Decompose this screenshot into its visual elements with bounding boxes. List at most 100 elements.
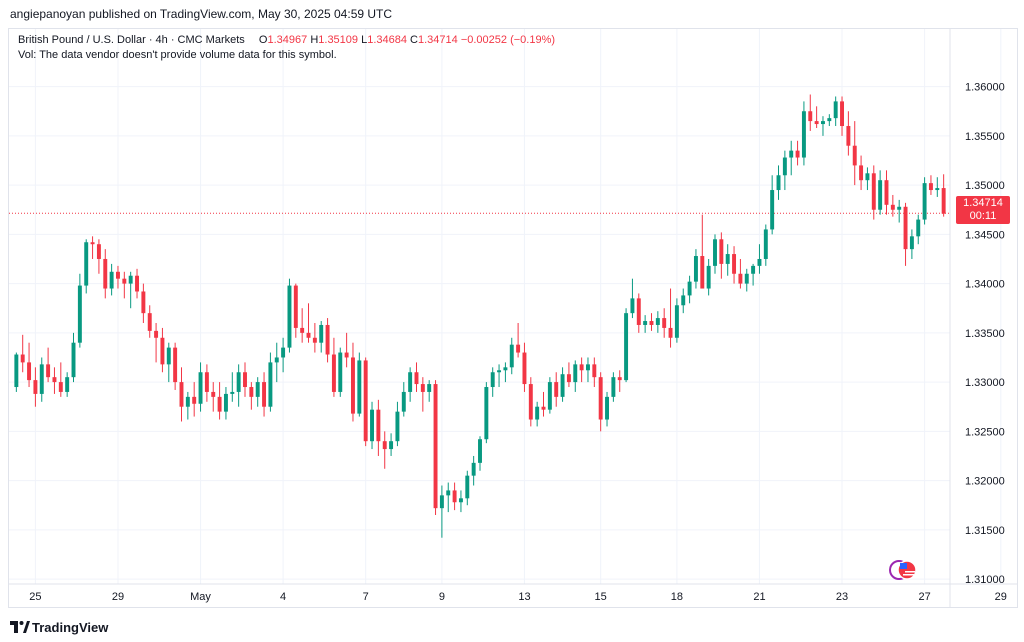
tradingview-logo-icon[interactable] bbox=[10, 619, 30, 635]
candle-body bbox=[471, 462, 476, 476]
candle bbox=[243, 362, 247, 397]
candle-body bbox=[166, 347, 171, 365]
candle bbox=[916, 214, 921, 245]
publisher-text: angiepanoyan published on TradingView.co… bbox=[10, 7, 393, 21]
candle bbox=[808, 94, 813, 131]
candle-body bbox=[262, 382, 267, 407]
candle-body bbox=[922, 183, 927, 220]
candle bbox=[14, 352, 19, 392]
price-tick-label: 1.31000 bbox=[965, 574, 1005, 586]
candle-body bbox=[649, 321, 654, 325]
candle bbox=[211, 382, 216, 412]
candle bbox=[821, 116, 825, 136]
candle-body bbox=[185, 396, 190, 407]
candle-body bbox=[522, 352, 527, 385]
candle bbox=[751, 263, 756, 286]
candle bbox=[941, 174, 946, 217]
candle-body bbox=[312, 337, 317, 343]
candle-body bbox=[116, 271, 120, 279]
candle-body bbox=[382, 441, 387, 450]
footer-brand[interactable]: TradingView bbox=[32, 620, 109, 635]
candle bbox=[586, 357, 590, 383]
candle-body bbox=[681, 295, 686, 306]
candle-body bbox=[821, 121, 825, 125]
candle bbox=[922, 177, 927, 225]
candle-body bbox=[732, 254, 737, 274]
candle bbox=[573, 360, 578, 392]
candle bbox=[478, 436, 482, 471]
candle-body bbox=[827, 118, 832, 122]
candle bbox=[903, 202, 908, 266]
candle-body bbox=[255, 382, 260, 397]
candle bbox=[630, 278, 635, 319]
candle-body bbox=[122, 278, 127, 284]
open-label: O bbox=[258, 34, 268, 46]
candle bbox=[890, 194, 895, 217]
candle bbox=[668, 288, 673, 348]
symbol-title[interactable]: British Pound / U.S. Dollar · 4h · CMC M… bbox=[18, 34, 245, 46]
candle bbox=[706, 258, 711, 296]
candle-body bbox=[14, 354, 19, 388]
candle bbox=[738, 258, 743, 289]
candle bbox=[204, 364, 209, 402]
candle-body bbox=[751, 265, 756, 274]
candle-body bbox=[897, 206, 902, 210]
candle bbox=[522, 342, 527, 392]
candle-body bbox=[154, 330, 159, 338]
candle-body bbox=[465, 475, 470, 499]
candle-body bbox=[909, 236, 914, 250]
candle-body bbox=[293, 285, 298, 328]
candle-body bbox=[528, 384, 533, 420]
price-axis[interactable]: 1.36000 1.35500 1.35000 1.34500 1.34000 1.335… bbox=[965, 82, 1005, 586]
time-tick-label: 18 bbox=[671, 591, 683, 603]
candle-body bbox=[338, 352, 343, 392]
candle-body bbox=[192, 396, 197, 404]
candle-body bbox=[541, 406, 546, 410]
event-icons[interactable] bbox=[889, 560, 917, 580]
candle-body bbox=[713, 239, 717, 266]
footer: TradingView bbox=[0, 612, 1024, 642]
candle bbox=[338, 347, 343, 397]
candle-body bbox=[370, 409, 374, 442]
candle bbox=[351, 342, 355, 422]
candles bbox=[14, 94, 946, 538]
time-axis[interactable]: 2529May47913151821232729Jun bbox=[29, 591, 1024, 603]
candle bbox=[319, 321, 324, 353]
candle-body bbox=[598, 377, 603, 420]
candle-body bbox=[763, 229, 768, 259]
candle-body bbox=[833, 101, 838, 119]
candle-body bbox=[458, 498, 463, 503]
candle bbox=[439, 485, 444, 538]
candle bbox=[909, 229, 914, 259]
candle-body bbox=[668, 327, 673, 338]
candle-body bbox=[782, 157, 787, 176]
candle-body bbox=[535, 406, 540, 420]
candle bbox=[414, 362, 419, 392]
candle bbox=[27, 342, 32, 388]
time-tick-label: 29 bbox=[112, 591, 124, 603]
candle bbox=[662, 308, 667, 338]
candle-body bbox=[586, 364, 590, 371]
candle-body bbox=[433, 384, 438, 509]
candle-body bbox=[306, 332, 311, 338]
candle bbox=[509, 337, 514, 375]
candle bbox=[884, 170, 889, 215]
candle bbox=[84, 239, 89, 294]
candle bbox=[624, 308, 629, 383]
candle bbox=[325, 318, 330, 363]
price-tick-label: 1.33000 bbox=[965, 377, 1005, 389]
candle-body bbox=[941, 188, 946, 214]
candle-body bbox=[274, 357, 279, 363]
candle-body bbox=[357, 360, 362, 414]
candle-body bbox=[884, 180, 889, 205]
candle bbox=[605, 391, 609, 427]
candle bbox=[268, 352, 273, 412]
candle bbox=[376, 399, 381, 456]
candle bbox=[141, 283, 146, 323]
candle bbox=[846, 111, 851, 156]
candle-body bbox=[363, 360, 368, 442]
candle-body bbox=[490, 372, 495, 388]
candle bbox=[560, 367, 565, 402]
candle bbox=[249, 382, 254, 410]
